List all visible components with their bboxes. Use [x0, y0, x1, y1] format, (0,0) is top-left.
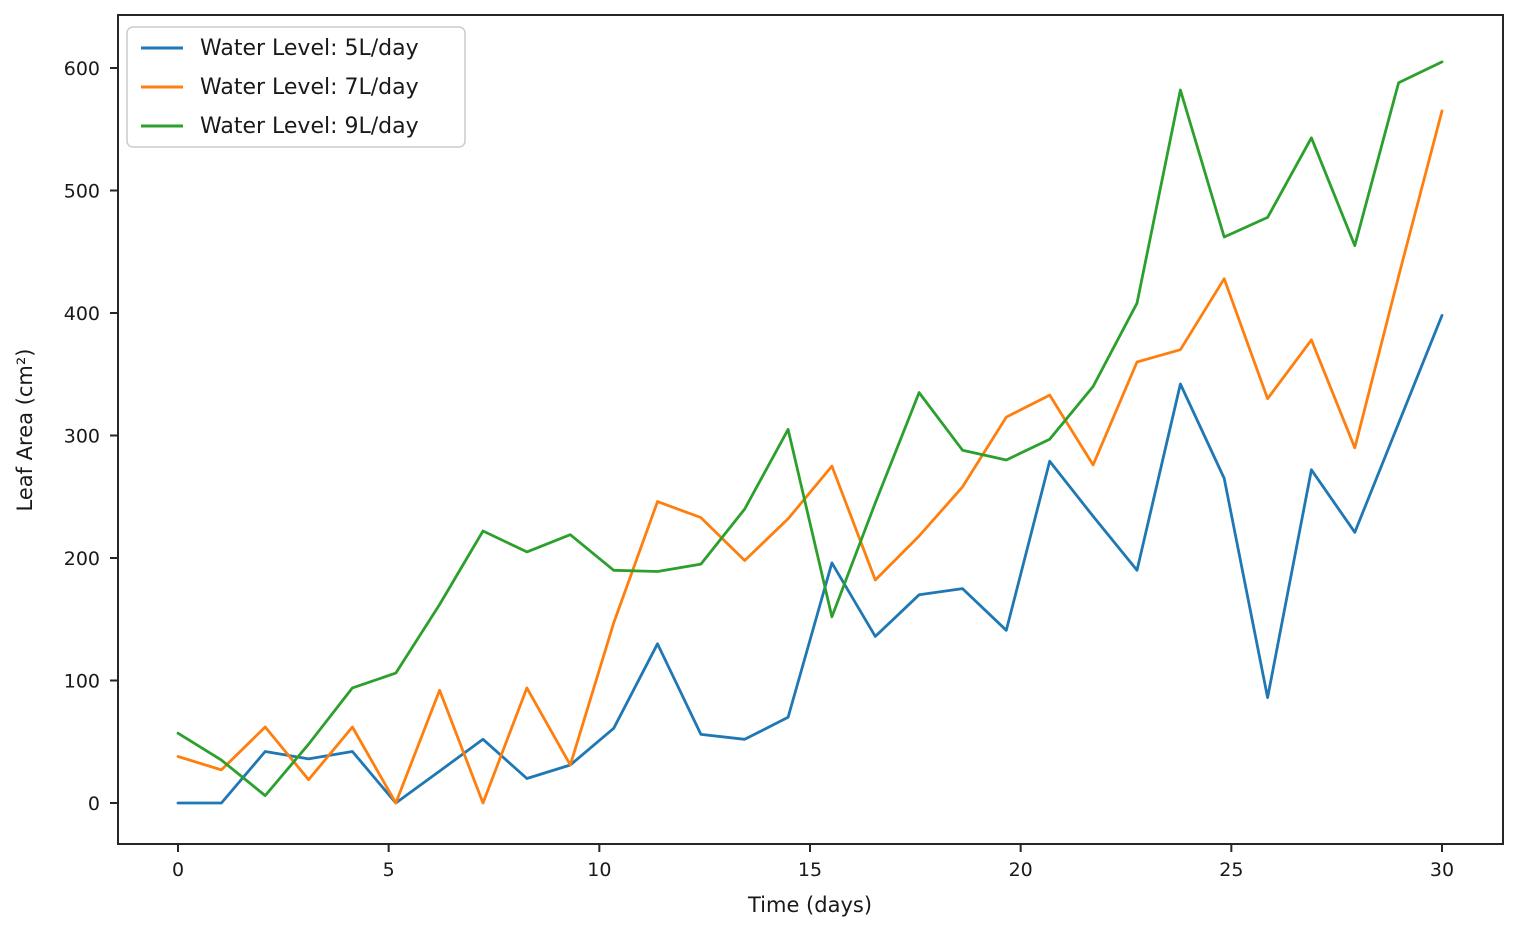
legend-label-5l: Water Level: 5L/day [200, 36, 419, 61]
x-tick-label: 10 [587, 859, 611, 881]
y-tick-label: 400 [64, 303, 100, 325]
data-series-lines [176, 60, 1444, 805]
legend-label-7l: Water Level: 7L/day [200, 75, 419, 100]
y-tick-label: 600 [64, 58, 100, 80]
y-tick-label: 300 [64, 426, 100, 448]
legend: Water Level: 5L/day Water Level: 7L/day … [126, 26, 466, 148]
x-tick-label: 0 [172, 859, 184, 881]
x-tick-label: 5 [383, 859, 395, 881]
legend-box [126, 26, 466, 148]
x-tick-label: 20 [1009, 859, 1033, 881]
y-tick-label: 0 [88, 793, 100, 815]
y-tick-label: 200 [64, 548, 100, 570]
legend-label-9l: Water Level: 9L/day [200, 114, 419, 139]
y-tick-label: 500 [64, 181, 100, 203]
x-tick-label: 30 [1430, 859, 1454, 881]
y-axis-label: Leaf Area (cm²) [13, 349, 37, 512]
series-line-7l [176, 109, 1444, 805]
x-axis-label: Time (days) [747, 893, 872, 917]
x-tick-label: 15 [798, 859, 822, 881]
x-tick-label: 25 [1219, 859, 1243, 881]
series-line-5l [176, 313, 1444, 805]
y-tick-label: 100 [64, 671, 100, 693]
series-line-9l [176, 60, 1444, 797]
